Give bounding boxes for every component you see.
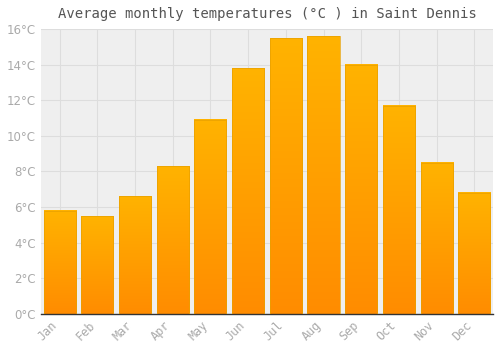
Bar (308, 36, 340, 314)
Bar (420, 162, 452, 314)
Bar (458, 193, 490, 314)
Title: Average monthly temperatures (°C ) in Saint Dennis: Average monthly temperatures (°C ) in Sa… (58, 7, 476, 21)
Bar (383, 106, 415, 314)
Bar (82, 216, 114, 314)
Bar (119, 196, 151, 314)
Bar (270, 38, 302, 314)
Bar (194, 120, 226, 314)
Bar (44, 211, 76, 314)
Bar (232, 68, 264, 314)
Bar (345, 65, 377, 314)
Bar (157, 166, 189, 314)
